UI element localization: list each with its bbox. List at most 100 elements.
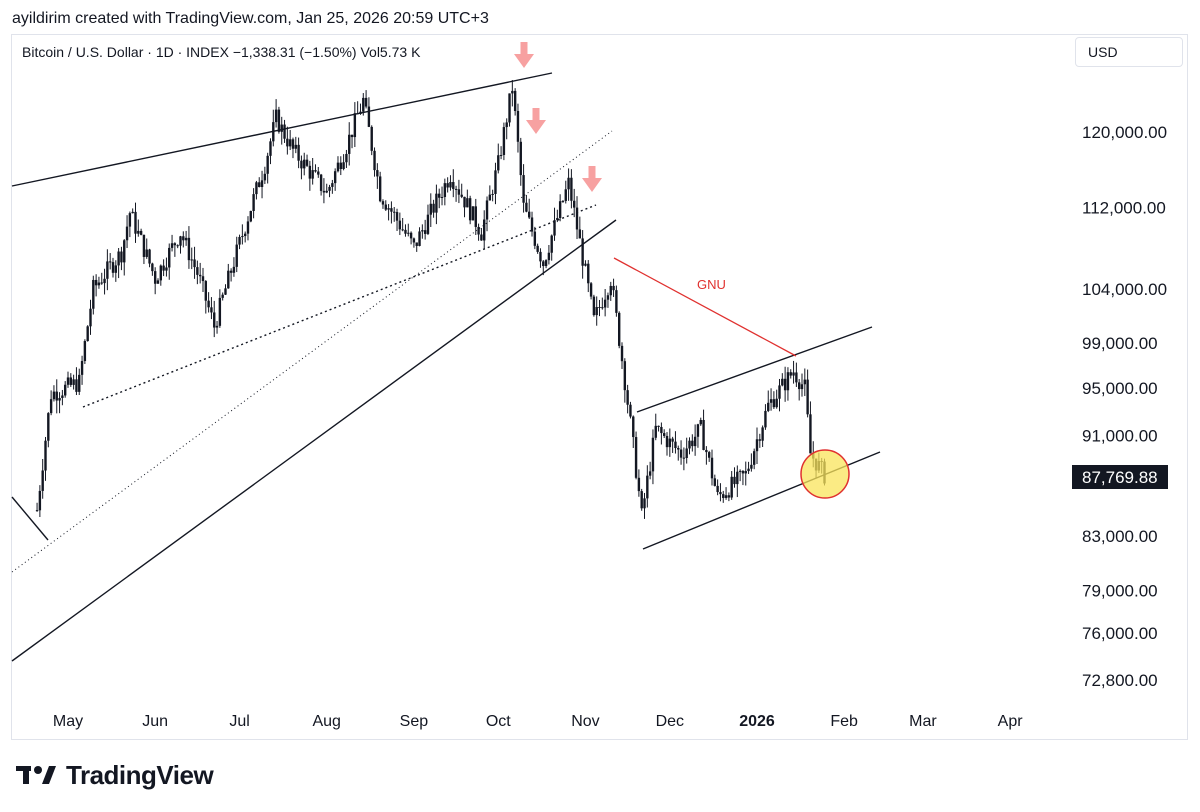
candle-body	[741, 470, 745, 474]
candle-body	[513, 90, 517, 111]
candle-body	[677, 448, 680, 450]
candle-body	[409, 232, 413, 239]
candle-body	[55, 391, 58, 401]
candle-body	[210, 307, 213, 313]
candle-body	[674, 441, 677, 449]
candle-body	[511, 90, 514, 94]
price-axis[interactable]: 120,000.00 112,000.00 104,000.00 99,000.00 9…	[1082, 123, 1167, 690]
candle-body	[556, 218, 559, 221]
candle-body	[47, 413, 50, 441]
candle-body	[497, 155, 500, 171]
candle-body	[637, 477, 641, 492]
candle-body	[159, 265, 163, 281]
candle-body	[682, 457, 686, 459]
candle-body	[311, 170, 314, 179]
candle-body	[404, 229, 407, 234]
candle-body	[103, 278, 106, 284]
candle-body	[395, 212, 399, 221]
candle-body	[806, 379, 809, 415]
candle-body	[305, 159, 309, 166]
candle-body	[274, 109, 278, 123]
candle-body	[665, 435, 669, 448]
candle-body	[539, 251, 542, 262]
candle-body	[142, 234, 146, 257]
candle-body	[758, 439, 762, 441]
price-axis-label: 95,000.00	[1082, 379, 1158, 398]
candle-body	[182, 236, 185, 241]
candle-body	[618, 312, 621, 346]
candle-body	[483, 219, 486, 241]
price-axis-label: 76,000.00	[1082, 624, 1158, 643]
candle-body	[449, 182, 452, 188]
candle-body	[288, 139, 292, 147]
candle-body	[367, 106, 371, 127]
candle-body	[412, 238, 416, 243]
candle-body	[106, 261, 109, 279]
candle-body	[218, 297, 222, 326]
candle-body	[333, 171, 337, 184]
candle-body	[789, 372, 792, 376]
candle-body	[415, 242, 418, 246]
candle-body	[266, 155, 269, 174]
candle-body	[558, 201, 562, 219]
candle-body	[336, 162, 340, 172]
currency-button[interactable]: USD	[1075, 37, 1183, 67]
candle-body	[460, 194, 463, 197]
candle-body	[792, 372, 795, 376]
candle-body	[370, 126, 373, 151]
candle-body	[755, 439, 759, 452]
candle-body	[331, 183, 334, 187]
candle-body	[463, 196, 466, 208]
candle-body	[657, 425, 660, 427]
chart-annotations: GNU	[514, 42, 850, 499]
candle-body	[156, 280, 160, 284]
candle-body	[516, 110, 520, 142]
time-axis-label: Aug	[312, 713, 340, 730]
candle-body	[137, 230, 140, 234]
candle-body	[603, 299, 607, 308]
price-axis-label: 79,000.00	[1082, 581, 1158, 600]
candle-body	[224, 288, 227, 295]
candle-body	[168, 247, 171, 268]
candle-body	[646, 475, 649, 499]
time-axis-label: Feb	[830, 713, 858, 730]
candle-body	[376, 170, 379, 177]
candle-body	[421, 230, 424, 232]
chart-attribution: ayildirim created with TradingView.com, …	[12, 10, 489, 27]
candle-body	[364, 97, 368, 107]
candle-body	[471, 206, 475, 221]
candle-body	[589, 283, 593, 297]
candle-body	[783, 378, 787, 391]
candle-body	[269, 141, 272, 156]
candle-body	[772, 399, 776, 408]
candle-body	[38, 490, 42, 511]
candle-body	[435, 193, 438, 213]
highlight-circle	[800, 449, 850, 499]
candle-body	[165, 267, 168, 271]
candle-body	[97, 282, 101, 286]
candle-body	[724, 495, 728, 498]
candle-body	[587, 263, 590, 284]
candle-body	[440, 196, 444, 198]
candle-body	[213, 312, 216, 328]
candle-body	[668, 438, 672, 448]
candle-body	[809, 414, 812, 454]
candle-body	[201, 276, 205, 282]
candle-body	[750, 464, 753, 469]
candle-body	[294, 144, 297, 149]
candle-body	[623, 361, 627, 391]
candle-body	[609, 285, 612, 296]
candle-body	[232, 266, 236, 273]
candle-body	[575, 207, 579, 230]
time-axis[interactable]: May Jun Jul Aug Sep Oct Nov Dec 2026 Feb Mar Apr	[53, 713, 1023, 730]
candle-body	[123, 240, 126, 263]
candle-body	[252, 194, 255, 211]
candle-body	[578, 229, 582, 239]
candle-body	[263, 173, 267, 181]
candle-body	[651, 437, 655, 472]
down-arrow-icon	[520, 42, 528, 55]
candle-body	[179, 236, 182, 246]
candle-body	[488, 194, 492, 201]
time-axis-label: Jun	[142, 713, 168, 730]
